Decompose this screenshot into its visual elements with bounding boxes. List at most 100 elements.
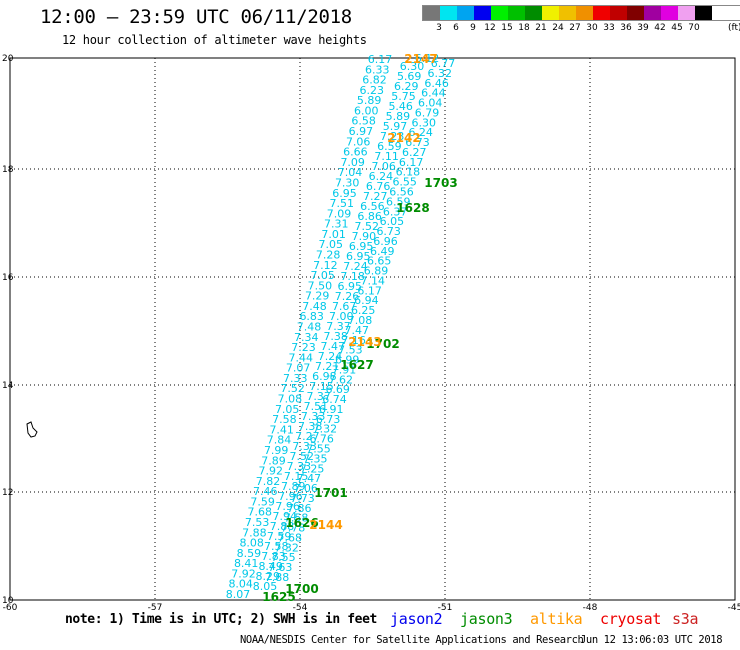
swh-value: 6.98 <box>312 370 337 383</box>
y-tick-label: 16 <box>2 273 14 283</box>
swh-value: 5.89 <box>386 110 411 123</box>
swh-value: 7.24 <box>343 260 368 273</box>
swh-value: 6.24 <box>369 170 394 183</box>
swh-value: 7.05 <box>275 403 300 416</box>
swh-value: 6.33 <box>365 63 390 76</box>
swh-value: 7.06 <box>293 482 318 495</box>
swh-value: 7.33 <box>292 440 317 453</box>
swh-value: 7.47 <box>345 324 370 337</box>
swh-value: 7.47 <box>321 340 346 353</box>
legend-label: 21 <box>535 23 547 33</box>
satellite-jason3: jason3 <box>460 610 513 628</box>
swh-value: 6.56 <box>389 186 414 199</box>
time-label: 1700 <box>285 582 318 596</box>
swh-value: 6.95 <box>346 250 371 263</box>
swh-value: 7.83 <box>261 550 286 563</box>
swh-value: 7.21 <box>315 360 340 373</box>
legend-label: 18 <box>518 23 530 33</box>
time-label: 1625 <box>262 590 295 604</box>
swh-value: 6.24 <box>408 126 433 139</box>
swh-value: 7.28 <box>316 249 341 262</box>
page-title: 12:00 – 23:59 UTC 06/11/2018 <box>40 6 352 28</box>
satellite-s3a: s3a <box>672 610 699 628</box>
legend-swatch <box>627 6 644 20</box>
swh-value: 6.89 <box>364 265 389 278</box>
swh-value: 7.18 <box>340 270 365 283</box>
page-subtitle: 12 hour collection of altimeter wave hei… <box>62 33 367 47</box>
altika-label: 2144 <box>309 518 342 532</box>
swh-value: 6.66 <box>343 146 368 159</box>
footer-timestamp: Jun 12 13:06:03 UTC 2018 <box>580 634 723 646</box>
swh-value: 6.73 <box>405 136 430 149</box>
swh-value: 6.94 <box>354 294 379 307</box>
legend-label: 33 <box>603 23 615 33</box>
swh-value: 7.35 <box>303 452 328 465</box>
swh-value: 6.59 <box>386 195 411 208</box>
swh-value: 6.25 <box>351 304 376 317</box>
altika-label: 2142 <box>387 131 420 145</box>
x-tick-label: -45 <box>728 603 740 613</box>
legend-label: 30 <box>586 23 598 33</box>
swh-value: 7.37 <box>306 390 331 403</box>
swh-value: 6.95 <box>332 187 357 200</box>
satellite-cryosat: cryosat <box>600 610 662 628</box>
swh-value: 6.23 <box>360 84 385 97</box>
swh-value: 7.88 <box>242 526 267 539</box>
swh-value: 5.97 <box>383 120 408 133</box>
altika-label: 2143 <box>348 335 381 349</box>
swh-value: 6.83 <box>299 310 324 323</box>
swh-value: 7.89 <box>261 454 286 467</box>
swh-value: 6.18 <box>396 166 421 179</box>
swh-value: 7.11 <box>374 150 399 163</box>
legend-swatch <box>542 6 559 20</box>
swh-value: 7.33 <box>301 410 326 423</box>
swh-value: 7.00 <box>329 310 354 323</box>
swh-value: 7.15 <box>284 470 309 483</box>
time-label: 1702 <box>366 337 399 351</box>
swh-value: 7.52 <box>280 382 305 395</box>
swh-value: 7.29 <box>305 290 330 303</box>
altika-label: 2147 <box>404 52 437 66</box>
swh-value: 7.33 <box>287 460 312 473</box>
swh-value: 8.41 <box>234 557 259 570</box>
swh-value: 7.26 <box>335 290 360 303</box>
swh-value: 7.99 <box>264 444 289 457</box>
swh-value: 7.37 <box>326 320 351 333</box>
swh-value: 7.68 <box>248 506 273 519</box>
swh-value: 7.59 <box>250 495 275 508</box>
legend-label: 39 <box>637 23 649 33</box>
legend-swatch <box>525 6 542 20</box>
swh-value: 6.69 <box>325 383 350 396</box>
swh-value: 7.15 <box>309 380 334 393</box>
swh-value: 6.76 <box>366 180 391 193</box>
swh-value: 7.68 <box>278 532 303 545</box>
legend-unit: (ft) <box>728 23 740 33</box>
swh-value: 6.44 <box>421 87 446 100</box>
swh-value: 7.55 <box>306 443 331 456</box>
swh-value: 6.30 <box>412 116 437 129</box>
swh-value: 6.00 <box>354 104 379 117</box>
swh-value: 7.27 <box>363 190 388 203</box>
legend-swatch <box>508 6 525 20</box>
swh-value: 6.58 <box>351 115 376 128</box>
swh-value: 7.09 <box>340 156 365 169</box>
swh-value: 7.32 <box>274 541 299 554</box>
swh-value: 6.29 <box>394 80 419 93</box>
legend-label: 6 <box>453 23 459 33</box>
satellite-altika: altika <box>530 610 583 628</box>
legend-swatch <box>559 6 576 20</box>
swh-value: 7.58 <box>284 512 309 525</box>
swh-value: 8.59 <box>237 547 262 560</box>
swh-value: 7.91 <box>332 363 357 376</box>
swh-value: 7.06 <box>371 160 396 173</box>
map-frame <box>9 57 736 601</box>
swh-value: 7.34 <box>294 331 319 344</box>
swh-value: 6.30 <box>400 60 425 73</box>
swh-value: 6.96 <box>373 235 398 248</box>
legend-swatch <box>678 6 695 20</box>
swh-value: 8.07 <box>226 588 251 601</box>
swh-value: 7.16 <box>341 334 366 347</box>
swh-value: 7.04 <box>338 166 363 179</box>
y-tick-label: 18 <box>2 165 14 175</box>
swh-value: 6.27 <box>402 146 427 159</box>
